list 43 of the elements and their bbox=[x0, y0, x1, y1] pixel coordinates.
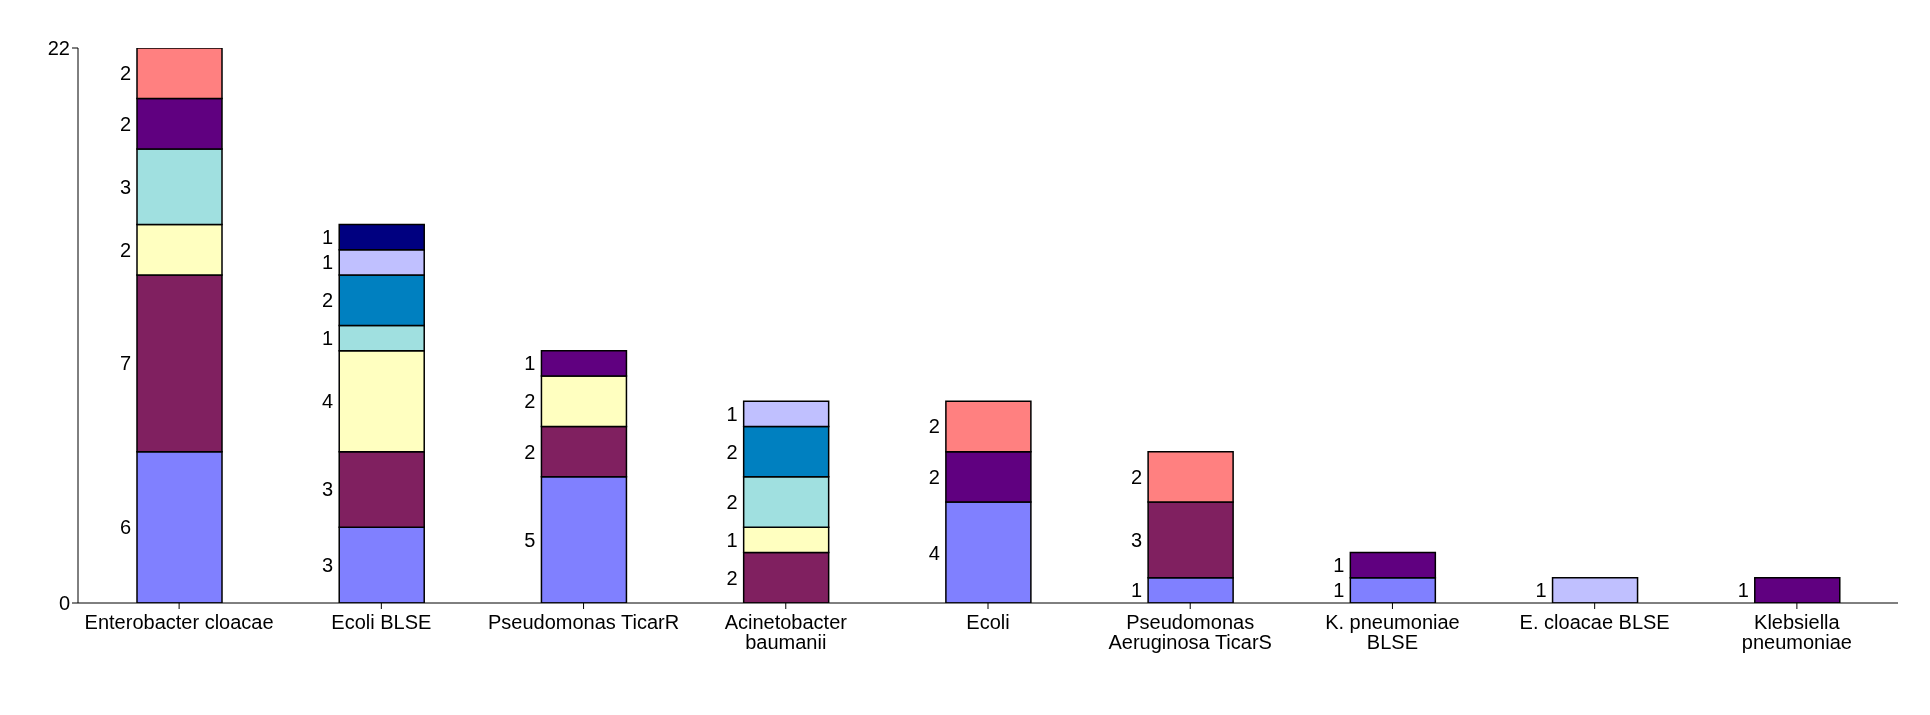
data-label: 6 bbox=[119, 516, 131, 539]
data-label: 7 bbox=[119, 352, 131, 375]
data-label: 1 bbox=[1333, 554, 1345, 577]
data-label: 2 bbox=[119, 238, 131, 261]
data-label: 2 bbox=[119, 62, 131, 85]
x-tick-label: Klebsiella pneumoniae bbox=[1741, 611, 1852, 654]
data-label: 2 bbox=[119, 112, 131, 135]
data-label: 2 bbox=[726, 491, 738, 514]
data-label: 3 bbox=[322, 478, 334, 501]
data-label: 1 bbox=[726, 528, 738, 551]
data-label: 2 bbox=[524, 440, 536, 463]
x-tick-label: Ecoli bbox=[966, 611, 1010, 634]
x-tick-label: Enterobacter cloacae bbox=[84, 611, 274, 634]
data-label: 1 bbox=[726, 402, 738, 425]
data-label: 1 bbox=[1333, 579, 1345, 602]
data-label: 2 bbox=[524, 390, 536, 413]
data-label: 3 bbox=[119, 175, 131, 198]
y-tick-label: 22 bbox=[47, 37, 70, 60]
x-tick-label: E. cloacae BLSE bbox=[1519, 611, 1670, 634]
data-label: 2 bbox=[1130, 465, 1143, 488]
x-tick-label: Pseudomonas Aeruginosa TicarS bbox=[1108, 611, 1272, 654]
x-tick-label: Pseudomonas TicarR bbox=[487, 611, 680, 634]
data-label: 2 bbox=[726, 440, 738, 463]
data-label: 4 bbox=[322, 390, 334, 413]
data-label: 1 bbox=[322, 226, 334, 249]
x-tick-label: Acinetobacter baumanii bbox=[724, 611, 848, 654]
data-label: 1 bbox=[1130, 579, 1143, 602]
data-label: 2 bbox=[928, 465, 940, 488]
data-label: 2 bbox=[928, 415, 940, 438]
data-label: 1 bbox=[322, 327, 334, 350]
data-label: 3 bbox=[1130, 528, 1143, 551]
data-label: 1 bbox=[1535, 579, 1547, 602]
data-label: 5 bbox=[524, 528, 536, 551]
y-tick-label: 0 bbox=[58, 592, 70, 615]
data-label: 4 bbox=[928, 541, 940, 564]
data-label: 1 bbox=[524, 352, 536, 375]
data-label: 2 bbox=[726, 566, 738, 589]
x-tick-label: K. pneumoniae BLSE bbox=[1325, 611, 1460, 654]
data-label: 2 bbox=[322, 289, 334, 312]
data-label: 1 bbox=[322, 251, 334, 274]
data-label: 1 bbox=[1737, 579, 1749, 602]
x-tick-label: Ecoli BLSE bbox=[331, 611, 432, 634]
data-label: 3 bbox=[322, 554, 334, 577]
